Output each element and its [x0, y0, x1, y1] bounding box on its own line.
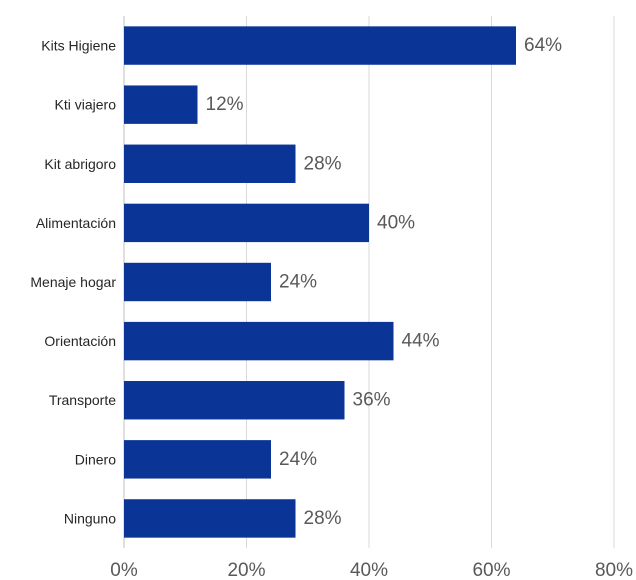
bar-5: [124, 262, 271, 302]
category-label-8: Dinero: [75, 451, 116, 467]
x-tick-label-60: 60%: [472, 560, 510, 580]
category-label-4: Alimentación: [36, 215, 116, 231]
value-label-9: 28%: [304, 508, 342, 529]
category-label-5: Menaje hogar: [30, 274, 116, 290]
bar-9: [124, 499, 296, 538]
value-label-1: 64%: [524, 35, 562, 56]
bar-8: [124, 440, 271, 479]
category-label-1: Kits Higiene: [41, 38, 116, 54]
value-label-5: 24%: [279, 272, 317, 293]
value-label-3: 28%: [304, 153, 342, 174]
category-label-7: Transporte: [49, 392, 116, 408]
value-labels: 64% 12% 28% 40% 24% 44% 36% 24% 28%: [206, 35, 563, 529]
x-axis-tick-labels: 0% 20% 40% 60% 80%: [110, 560, 633, 580]
bar-2: [124, 85, 198, 124]
category-labels: Kits Higiene Kti viajero Kit abrigoro Alime…: [30, 38, 116, 527]
x-tick-label-40: 40%: [350, 560, 388, 580]
category-label-6: Orientación: [44, 333, 116, 349]
value-label-6: 44%: [402, 331, 440, 352]
value-label-7: 36%: [353, 390, 391, 411]
bar-3: [124, 144, 296, 183]
category-label-2: Kti viajero: [55, 97, 117, 113]
x-tick-label-20: 20%: [227, 560, 265, 580]
value-label-2: 12%: [206, 94, 244, 115]
category-label-3: Kit abrigoro: [44, 156, 116, 172]
bars: [124, 26, 516, 538]
x-tick-label-0: 0%: [110, 560, 138, 580]
bar-6: [124, 321, 394, 361]
bar-7: [124, 381, 345, 420]
value-label-4: 40%: [377, 212, 415, 233]
category-label-9: Ninguno: [64, 510, 116, 526]
x-tick-label-80: 80%: [595, 560, 633, 580]
bar-1: [124, 26, 516, 65]
value-label-8: 24%: [279, 449, 317, 470]
bar-4: [124, 203, 369, 243]
